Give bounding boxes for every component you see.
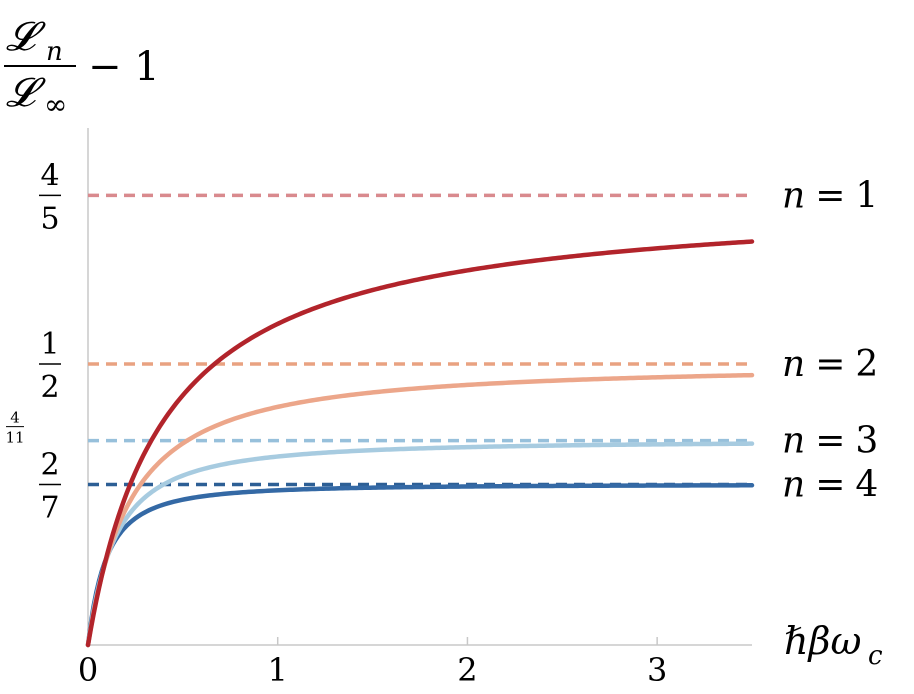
asymptote-lines xyxy=(88,193,752,487)
legend-variable: n xyxy=(782,421,805,462)
legend-variable: n xyxy=(782,344,805,385)
legend-variable: n xyxy=(782,175,805,216)
y-tick-numerator: 4 xyxy=(40,158,59,193)
x-tick-label: 2 xyxy=(457,651,477,689)
y-tick-1-2: 12 xyxy=(39,327,61,405)
legend-entry-2: n = 2 xyxy=(782,344,878,385)
series-line-4 xyxy=(85,483,755,648)
y-tick-denominator: 11 xyxy=(5,429,24,447)
y-label-numerator: 𝓛 xyxy=(6,14,46,60)
legend-index: 2 xyxy=(855,344,878,385)
x-tick-label: 3 xyxy=(647,651,667,689)
legend-entry-1: n = 1 xyxy=(782,175,878,216)
y-axis-label: 𝓛 n 𝓛 ∞ − 1 xyxy=(4,14,160,121)
legend: n = 1n = 2n = 3n = 4 xyxy=(782,175,878,505)
x-label-sub: c xyxy=(868,641,883,671)
x-label-main: ℏβω xyxy=(784,619,861,663)
legend-equals: = xyxy=(815,175,845,216)
legend-equals: = xyxy=(815,464,845,505)
y-label-denominator: 𝓛 xyxy=(6,70,46,116)
x-axis-label: ℏβω c xyxy=(784,619,883,671)
series-line-2 xyxy=(85,372,755,648)
y-tick-numerator: 1 xyxy=(40,327,59,362)
y-tick-denominator: 2 xyxy=(40,370,59,405)
y-tick-4-5: 45 xyxy=(39,158,61,236)
legend-entry-3: n = 3 xyxy=(782,421,878,462)
y-tick-2-7: 27 xyxy=(39,447,61,525)
legend-equals: = xyxy=(815,344,845,385)
y-tick-denominator: 7 xyxy=(40,490,59,525)
x-tick-label: 1 xyxy=(268,651,288,689)
y-tick-numerator: 4 xyxy=(10,409,20,427)
series-line-1 xyxy=(85,239,755,648)
y-tick-denominator: 5 xyxy=(40,201,59,236)
legend-index: 1 xyxy=(855,175,878,216)
y-tick-4-11: 411 xyxy=(5,409,24,447)
legend-equals: = xyxy=(815,421,845,462)
y-label-numerator-sub: n xyxy=(46,37,63,67)
y-tick-numerator: 2 xyxy=(40,447,59,482)
legend-variable: n xyxy=(782,464,805,505)
series-line-3 xyxy=(85,441,755,648)
series-curves xyxy=(85,239,755,648)
x-ticks: 0 1 2 3 xyxy=(78,637,667,689)
y-label-denominator-sub: ∞ xyxy=(44,88,67,121)
legend-index: 3 xyxy=(855,421,878,462)
x-tick-label: 0 xyxy=(78,651,98,689)
legend-entry-4: n = 4 xyxy=(782,464,878,505)
y-label-suffix: − 1 xyxy=(88,44,160,90)
legend-index: 4 xyxy=(855,464,878,505)
